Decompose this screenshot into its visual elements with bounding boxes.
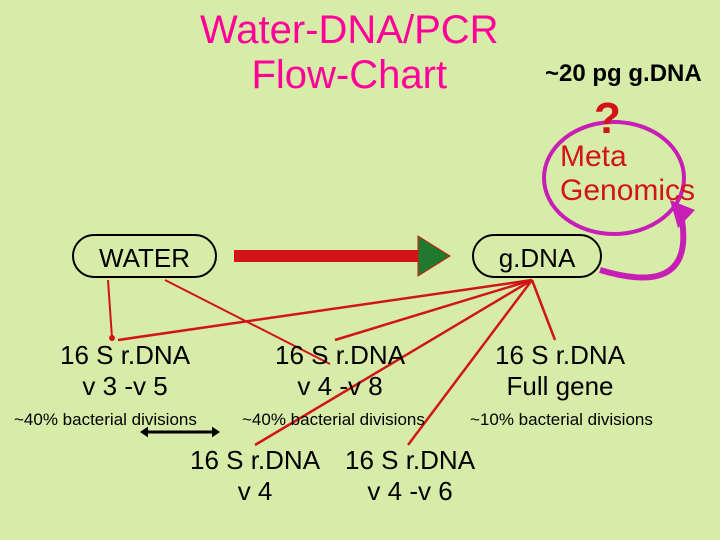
meta-line2: Genomics — [560, 174, 695, 207]
water-node: WATER — [72, 234, 217, 278]
meta-line1: Meta — [560, 140, 627, 173]
target-v3v5: 16 S r.DNAv 3 -v 5 — [60, 340, 190, 402]
target-line1: 16 S r.DNA — [275, 340, 405, 370]
target-line1: 16 S r.DNA — [495, 340, 625, 370]
question-mark: ? — [594, 94, 621, 144]
bottom-v4v6: 16 S r.DNAv 4 -v 6 — [345, 445, 475, 507]
bottom-line2: v 4 -v 6 — [367, 476, 452, 506]
diagram-canvas: Water-DNA/PCRFlow-Chart ~20 pg g.DNA ? M… — [0, 0, 720, 540]
bottom-v4: 16 S r.DNAv 4 — [190, 445, 320, 507]
gdna-node: g.DNA — [472, 234, 602, 278]
target-line2: v 3 -v 5 — [82, 371, 167, 401]
meta-genomics-label: MetaGenomics — [560, 140, 695, 208]
target-line1: 16 S r.DNA — [60, 340, 190, 370]
target-full-sub: ~10% bacterial divisions — [470, 410, 653, 430]
title-line1: Water-DNA/PCR — [200, 8, 499, 52]
bottom-line1: 16 S r.DNA — [190, 445, 320, 475]
target-full: 16 S r.DNAFull gene — [495, 340, 625, 402]
title-line2: Flow-Chart — [251, 53, 447, 97]
bottom-line2: v 4 — [238, 476, 273, 506]
target-line2: v 4 -v 8 — [297, 371, 382, 401]
title: Water-DNA/PCRFlow-Chart — [200, 8, 499, 98]
target-v4v8: 16 S r.DNAv 4 -v 8 — [275, 340, 405, 402]
bottom-line1: 16 S r.DNA — [345, 445, 475, 475]
target-v4v8-sub: ~40% bacterial divisions — [242, 410, 425, 430]
target-v3v5-sub: ~40% bacterial divisions — [14, 410, 197, 430]
annotation-20pg: ~20 pg g.DNA — [545, 60, 702, 88]
target-line2: Full gene — [507, 371, 614, 401]
